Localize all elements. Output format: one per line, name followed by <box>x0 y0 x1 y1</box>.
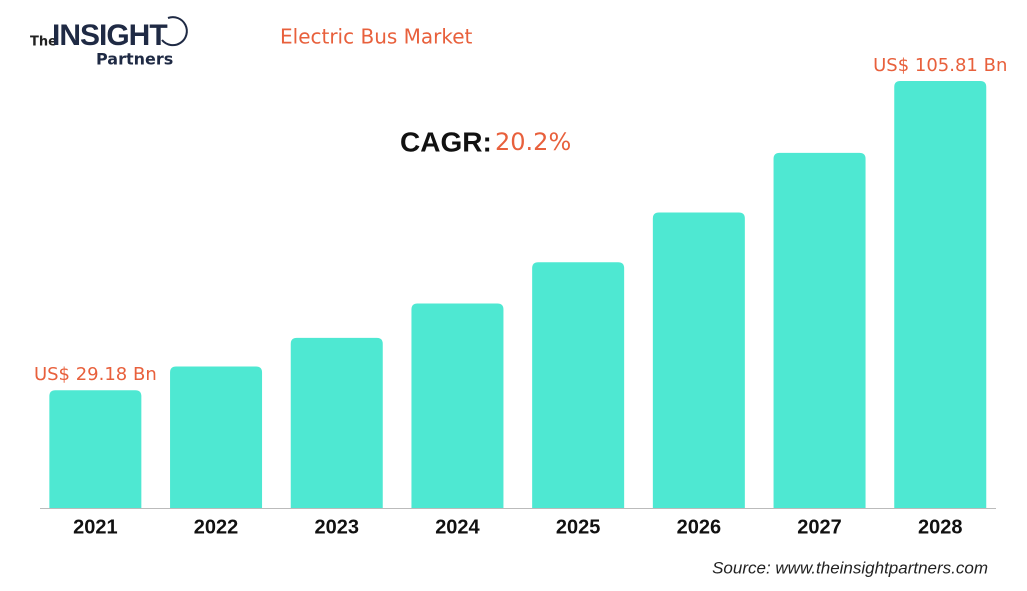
bar <box>532 262 625 508</box>
x-tick-label: 2024 <box>435 516 480 538</box>
cagr-label: CAGR: <box>400 126 492 157</box>
bar <box>773 152 866 509</box>
x-tick-label: 2021 <box>73 516 118 538</box>
bar <box>170 366 263 508</box>
logo-the: The <box>30 35 57 50</box>
x-tick-label: 2025 <box>556 516 601 538</box>
bar <box>894 81 987 508</box>
x-tick-label: 2028 <box>918 516 963 538</box>
x-tick-label: 2023 <box>315 516 360 538</box>
logo-insight: INSIGHT <box>52 19 167 52</box>
cagr-value: 20.2% <box>495 128 571 156</box>
value-label: US$ 105.81 Bn <box>873 55 1007 76</box>
source: Source: www.theinsightpartners.com <box>712 558 988 577</box>
bar <box>290 337 383 508</box>
logo: The INSIGHT Partners <box>30 16 188 69</box>
chart-title: Electric Bus Market <box>280 25 473 49</box>
bar <box>411 303 504 508</box>
logo-partners: Partners <box>96 50 173 69</box>
x-tick-label: 2026 <box>677 516 722 538</box>
value-label: US$ 29.18 Bn <box>34 364 157 385</box>
x-tick-label: 2022 <box>194 516 239 538</box>
bar <box>652 212 745 508</box>
logo-swoosh <box>161 16 188 47</box>
x-tick-label: 2027 <box>797 516 842 538</box>
bar <box>49 390 142 508</box>
